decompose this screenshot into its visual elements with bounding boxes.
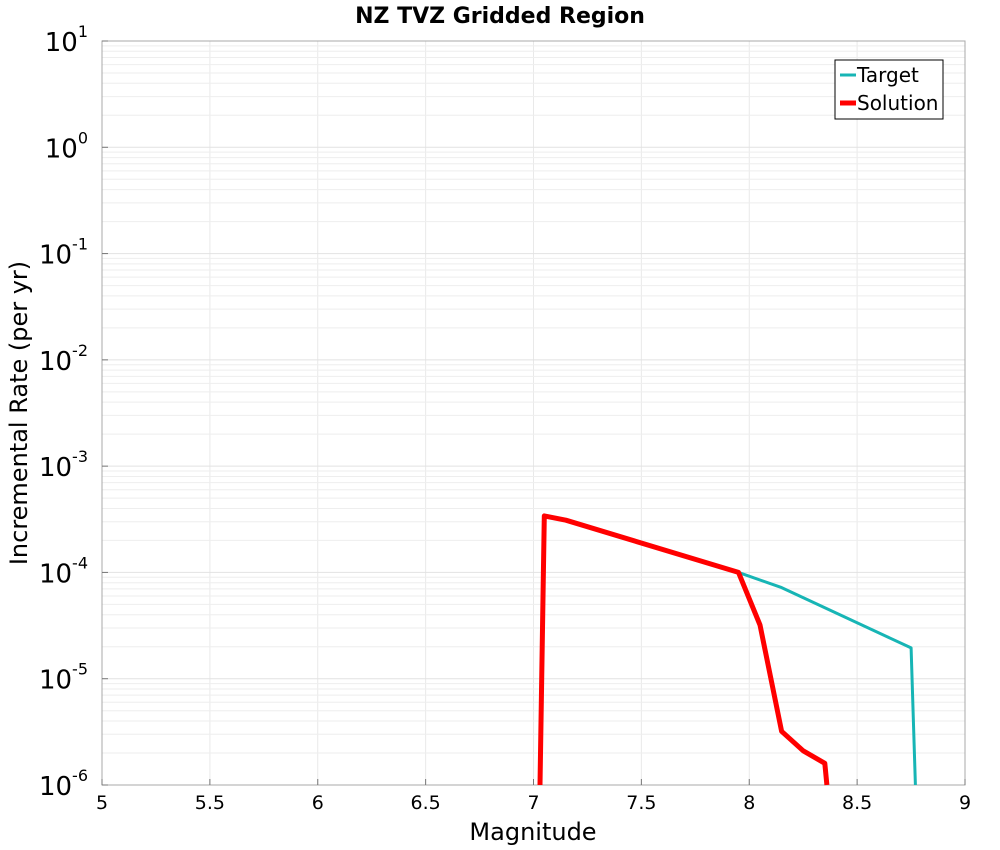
chart-title: NZ TVZ Gridded Region <box>355 4 645 29</box>
x-tick-label: 7.5 <box>626 792 656 814</box>
y-tick-label: 10-5 <box>39 660 88 696</box>
y-tick-label: 10-1 <box>39 235 88 271</box>
x-axis-label: Magnitude <box>469 818 596 846</box>
x-tick-label: 9 <box>959 792 971 814</box>
x-tick-label: 6 <box>312 792 324 814</box>
x-axis-ticks: 5 5.5 6 6.5 7 7.5 8 8.5 9 <box>96 779 971 814</box>
x-tick-label: 7 <box>527 792 539 814</box>
series <box>537 513 917 786</box>
series-line-solution <box>537 513 830 786</box>
y-tick-label: 10-4 <box>39 553 88 589</box>
y-tick-label: 101 <box>45 22 88 58</box>
x-tick-label: 6.5 <box>411 792 441 814</box>
y-tick-label: 10-3 <box>39 447 88 483</box>
y-tick-label: 100 <box>45 128 88 164</box>
legend-box <box>834 59 944 120</box>
legend-label-solution: Solution <box>857 91 938 115</box>
y-tick-label: 10-6 <box>39 766 88 802</box>
x-tick-label: 8.5 <box>842 792 872 814</box>
legend-label-target: Target <box>856 63 919 87</box>
series-line-target <box>544 514 917 786</box>
y-axis-ticks: 10-6 10-5 10-4 10-3 10-2 10-1 100 101 <box>39 22 108 802</box>
x-tick-label: 5 <box>96 792 108 814</box>
grid <box>101 41 966 786</box>
x-tick-label: 8 <box>743 792 755 814</box>
y-axis-label: Incremental Rate (per yr) <box>5 261 33 565</box>
legend: Target Solution <box>834 59 944 120</box>
y-tick-label: 10-2 <box>39 341 88 377</box>
x-tick-label: 5.5 <box>195 792 225 814</box>
